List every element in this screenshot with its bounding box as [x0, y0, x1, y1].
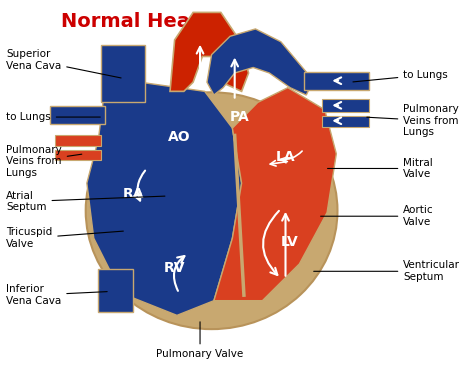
Text: to Lungs: to Lungs [353, 70, 448, 82]
Text: Pulmonary
Veins from
Lungs: Pulmonary Veins from Lungs [367, 104, 459, 137]
FancyBboxPatch shape [55, 135, 100, 147]
Text: RV: RV [164, 260, 185, 275]
Text: Atrial
Septum: Atrial Septum [6, 191, 165, 212]
FancyBboxPatch shape [322, 116, 369, 127]
Ellipse shape [86, 92, 337, 329]
Text: LV: LV [281, 235, 299, 249]
FancyBboxPatch shape [322, 100, 369, 112]
FancyBboxPatch shape [304, 72, 369, 90]
Text: Mitral
Valve: Mitral Valve [328, 158, 433, 179]
Polygon shape [214, 88, 337, 301]
Text: Inferior
Vena Cava: Inferior Vena Cava [6, 285, 107, 306]
Text: Tricuspid
Valve: Tricuspid Valve [6, 228, 123, 249]
FancyBboxPatch shape [100, 46, 145, 102]
Polygon shape [170, 13, 248, 91]
Text: Superior
Vena Cava: Superior Vena Cava [6, 49, 121, 78]
Text: LA: LA [276, 151, 295, 164]
Text: Ventricular
Septum: Ventricular Septum [314, 260, 460, 282]
Text: Pulmonary
Veins from
Lungs: Pulmonary Veins from Lungs [6, 145, 82, 178]
Text: to Lungs: to Lungs [6, 112, 100, 122]
FancyBboxPatch shape [99, 269, 133, 312]
FancyBboxPatch shape [50, 106, 105, 124]
Text: Aortic
Valve: Aortic Valve [320, 205, 434, 227]
FancyBboxPatch shape [55, 150, 100, 161]
Polygon shape [207, 29, 313, 95]
Text: RA: RA [122, 187, 144, 201]
Text: PA: PA [229, 110, 249, 124]
Text: AO: AO [168, 130, 191, 144]
Text: Normal Heart: Normal Heart [62, 13, 210, 31]
Text: Pulmonary Valve: Pulmonary Valve [156, 322, 244, 359]
Polygon shape [87, 82, 242, 315]
